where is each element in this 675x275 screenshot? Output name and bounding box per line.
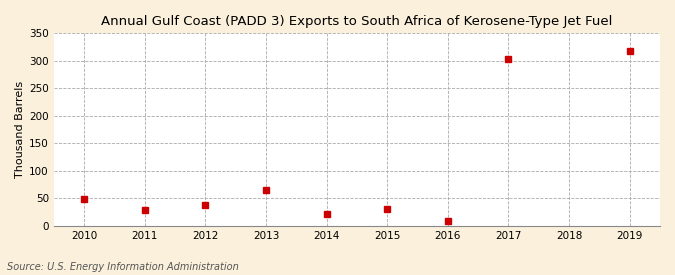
Y-axis label: Thousand Barrels: Thousand Barrels: [15, 81, 25, 178]
Title: Annual Gulf Coast (PADD 3) Exports to South Africa of Kerosene-Type Jet Fuel: Annual Gulf Coast (PADD 3) Exports to So…: [101, 15, 613, 28]
Text: Source: U.S. Energy Information Administration: Source: U.S. Energy Information Administ…: [7, 262, 238, 272]
